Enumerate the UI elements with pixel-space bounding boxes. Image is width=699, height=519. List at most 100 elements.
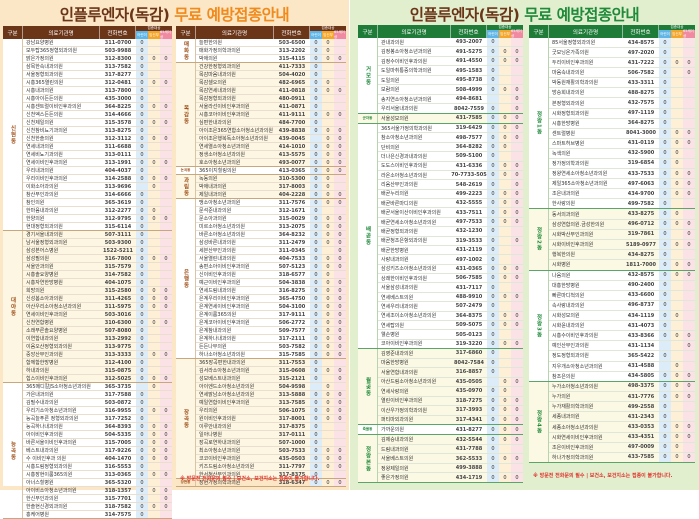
clinic-phone[interactable]: 509-5100 xyxy=(455,153,483,160)
clinic-phone[interactable]: 434-1719 xyxy=(455,474,483,481)
clinic-phone[interactable]: 431-2343 xyxy=(627,413,655,420)
clinic-phone[interactable]: 497-0009 xyxy=(627,444,655,451)
clinic-phone[interactable]: 318-1357 xyxy=(104,487,132,494)
clinic-phone[interactable]: 494-8681 xyxy=(455,96,483,103)
clinic-phone[interactable]: 496-8737 xyxy=(627,302,655,309)
clinic-phone[interactable]: 433-3311 xyxy=(627,79,655,86)
clinic-phone[interactable]: 434-1119 xyxy=(627,312,655,319)
clinic-phone[interactable]: 311-4265 xyxy=(104,295,132,302)
clinic-phone[interactable]: 315-7585 xyxy=(278,351,306,358)
clinic-phone[interactable]: 316-9955 xyxy=(104,407,132,414)
clinic-phone[interactable]: 317-6860 xyxy=(455,350,483,357)
clinic-phone[interactable]: 316-5553 xyxy=(104,463,132,470)
clinic-phone[interactable]: 433-0353 xyxy=(627,424,655,431)
clinic-phone[interactable]: 509-5075 xyxy=(455,322,483,329)
clinic-phone[interactable]: 364-8282 xyxy=(455,144,483,150)
clinic-phone[interactable]: 432-5900 xyxy=(627,150,655,157)
clinic-phone[interactable]: 411-7333 xyxy=(278,63,306,70)
clinic-phone[interactable]: 319-7861 xyxy=(627,231,655,238)
clinic-phone[interactable]: 1811-7000 xyxy=(626,261,656,268)
clinic-phone[interactable]: 503-6500 xyxy=(278,39,306,46)
clinic-phone[interactable]: 506-2772 xyxy=(278,319,306,326)
clinic-phone[interactable]: 312-8300 xyxy=(104,55,132,62)
clinic-phone[interactable]: 311-7553 xyxy=(278,359,306,366)
clinic-phone[interactable]: 503-3016 xyxy=(104,311,132,318)
clinic-phone[interactable]: 432-7575 xyxy=(627,100,655,106)
clinic-phone[interactable]: 364-8225 xyxy=(104,103,132,110)
clinic-phone[interactable]: 312-2277 xyxy=(104,207,132,214)
clinic-phone[interactable]: 432-5555 xyxy=(455,200,483,207)
clinic-phone[interactable]: 498-7577 xyxy=(455,134,483,141)
clinic-phone[interactable]: 317-0111 xyxy=(278,431,306,438)
clinic-phone[interactable]: 311-0345 xyxy=(278,247,306,254)
clinic-phone[interactable]: 317-8277 xyxy=(104,71,132,78)
clinic-phone[interactable]: 364-8275 xyxy=(627,120,655,127)
clinic-phone[interactable]: 431-4588 xyxy=(627,363,655,370)
clinic-phone[interactable]: 504-4020 xyxy=(278,71,306,78)
clinic-phone[interactable]: 311-7797 xyxy=(278,463,306,470)
clinic-phone[interactable]: 8041-3000 xyxy=(626,130,656,137)
clinic-phone[interactable]: 317-2111 xyxy=(278,335,306,342)
clinic-phone[interactable]: 364-8232 xyxy=(278,231,306,238)
clinic-phone[interactable]: 413-5575 xyxy=(278,151,306,158)
clinic-phone[interactable]: 8042-7584 xyxy=(454,359,484,366)
clinic-phone[interactable]: 433-4351 xyxy=(627,434,655,441)
clinic-phone[interactable]: 506-7582 xyxy=(627,69,655,76)
clinic-phone[interactable]: 507-3111 xyxy=(104,231,132,238)
clinic-phone[interactable]: 503-7582 xyxy=(278,343,306,350)
clinic-phone[interactable]: 495-8738 xyxy=(455,77,483,84)
clinic-phone[interactable]: 404-4037 xyxy=(104,167,132,174)
clinic-phone[interactable]: 313-0111 xyxy=(104,151,132,158)
clinic-phone[interactable]: 431-4073 xyxy=(627,322,655,329)
clinic-phone[interactable]: 434-5805 xyxy=(627,373,655,380)
clinic-phone[interactable]: 431-8277 xyxy=(455,426,483,433)
clinic-phone[interactable]: 431-7222 xyxy=(627,59,655,66)
clinic-phone[interactable]: 404-7533 xyxy=(278,255,306,262)
clinic-phone[interactable]: 480-0911 xyxy=(278,95,306,102)
clinic-phone[interactable]: 404-1470 xyxy=(104,455,132,462)
clinic-phone[interactable]: 434-8275 xyxy=(627,251,655,258)
clinic-phone[interactable]: 503-0872 xyxy=(104,399,132,406)
clinic-phone[interactable]: 313-3333 xyxy=(104,351,132,358)
clinic-phone[interactable]: 503-9988 xyxy=(104,47,132,54)
clinic-phone[interactable]: 319-6429 xyxy=(455,125,483,132)
clinic-phone[interactable]: 1522-5211 xyxy=(103,247,133,254)
clinic-phone[interactable]: 497-1002 xyxy=(455,256,483,263)
clinic-phone[interactable]: 311-6688 xyxy=(104,143,132,150)
clinic-phone[interactable]: 507-5123 xyxy=(278,263,306,270)
clinic-phone[interactable]: 312-9795 xyxy=(104,215,132,222)
clinic-phone[interactable]: 503-9300 xyxy=(104,239,132,246)
clinic-phone[interactable]: 548-2619 xyxy=(455,181,483,188)
clinic-phone[interactable]: 315-0608 xyxy=(278,367,306,374)
clinic-phone[interactable]: 315-7005 xyxy=(104,439,132,446)
clinic-phone[interactable]: 319-3533 xyxy=(455,237,483,244)
clinic-phone[interactable]: 482-6965 xyxy=(278,79,306,86)
clinic-phone[interactable]: 497-1119 xyxy=(627,110,655,117)
clinic-phone[interactable]: 507-1000 xyxy=(278,439,306,446)
clinic-phone[interactable]: 313-7585 xyxy=(278,399,306,406)
clinic-phone[interactable]: 411-0871 xyxy=(278,103,306,110)
clinic-phone[interactable]: 313-5888 xyxy=(278,391,306,398)
clinic-phone[interactable]: 411-9111 xyxy=(278,111,306,118)
clinic-phone[interactable]: 313-0365 xyxy=(104,471,132,478)
clinic-phone[interactable]: 504-5335 xyxy=(104,431,132,438)
clinic-phone[interactable]: 431-0119 xyxy=(627,140,655,147)
clinic-phone[interactable]: 433-6600 xyxy=(627,292,655,299)
clinic-phone[interactable]: 504-3100 xyxy=(278,303,306,310)
clinic-phone[interactable]: 504-9598 xyxy=(278,383,306,390)
clinic-phone[interactable]: 432-8575 xyxy=(627,272,655,279)
clinic-phone[interactable]: 506-7585 xyxy=(455,275,483,282)
clinic-phone[interactable]: 431-1134 xyxy=(627,342,655,349)
clinic-phone[interactable]: 431-7788 xyxy=(455,446,483,453)
clinic-phone[interactable]: 503-7533 xyxy=(278,447,306,454)
clinic-phone[interactable]: 490-2400 xyxy=(627,282,655,289)
clinic-phone[interactable]: 315-2580 xyxy=(104,287,132,294)
clinic-phone[interactable]: 311-7576 xyxy=(278,199,306,206)
clinic-phone[interactable]: 315-4115 xyxy=(278,55,306,62)
clinic-phone[interactable]: 315-3578 xyxy=(104,119,132,126)
clinic-phone[interactable]: 491-5275 xyxy=(455,48,483,55)
clinic-phone[interactable]: 318-7582 xyxy=(104,503,132,510)
clinic-phone[interactable]: 314-7582 xyxy=(104,271,132,278)
clinic-phone[interactable]: 313-9775 xyxy=(104,343,132,350)
clinic-phone[interactable]: 433-8275 xyxy=(627,211,655,217)
